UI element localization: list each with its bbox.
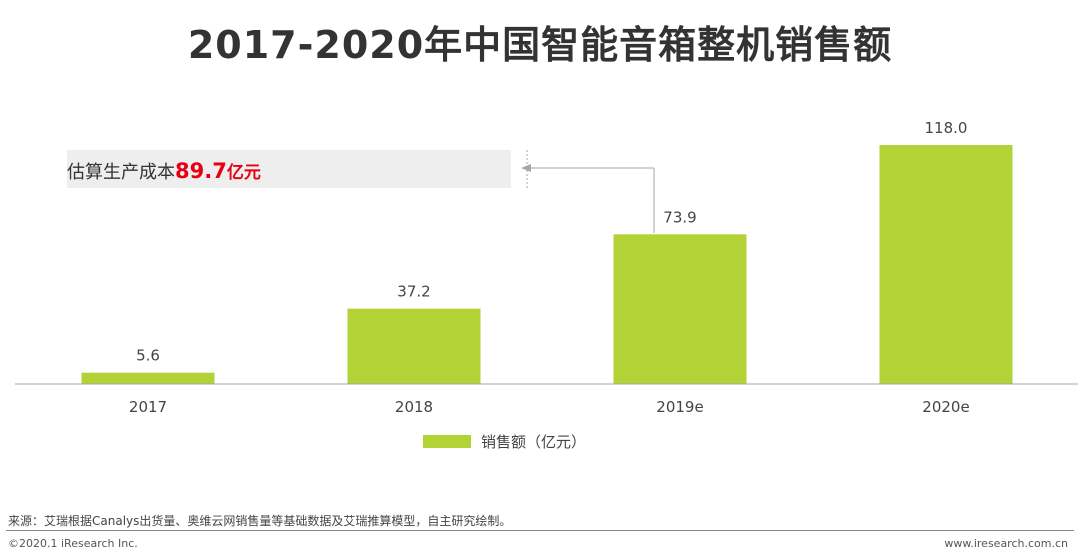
bar-2020e <box>879 145 1013 384</box>
x-tick-2019e: 2019e <box>656 398 703 416</box>
website-link: www.iresearch.com.cn <box>944 537 1068 550</box>
data-labels: 5.6 37.2 73.9 118.0 <box>136 119 967 365</box>
bar-2018 <box>347 308 481 384</box>
data-label-2018: 37.2 <box>397 283 430 301</box>
cost-annotation-box: 估算生产成本89.7亿元 <box>67 150 511 188</box>
source-note: 来源：艾瑞根据Canalys出货量、奥维云网销售量等基础数据及艾瑞推算模型，自主… <box>8 514 512 528</box>
copyright: ©2020.1 iResearch Inc. <box>8 537 138 550</box>
bar-2019e <box>613 234 747 384</box>
x-tick-labels: 2017 2018 2019e 2020e <box>129 398 970 416</box>
bar-chart: 2017 2018 2019e 2020e 5.6 37.2 73.9 118.0 <box>15 119 1078 416</box>
cost-annotation-unit: 亿元 <box>226 163 261 183</box>
data-label-2020e: 118.0 <box>925 119 968 137</box>
x-tick-2018: 2018 <box>395 398 433 416</box>
x-tick-2017: 2017 <box>129 398 167 416</box>
cost-annotation-value: 89.7 <box>175 159 227 183</box>
data-label-2019e: 73.9 <box>663 208 696 226</box>
cost-annotation-label: 估算生产成本 <box>67 162 175 183</box>
chart-title: 2017-2020年中国智能音箱整机销售额 <box>187 23 893 67</box>
legend-label: 销售额（亿元） <box>481 432 587 451</box>
annotation-connector <box>521 150 655 233</box>
bar-2017 <box>81 372 215 384</box>
cost-annotation-text: 估算生产成本89.7亿元 <box>67 158 261 184</box>
bars-group <box>81 145 1013 384</box>
data-label-2017: 5.6 <box>136 347 160 365</box>
footer-divider <box>6 530 1074 531</box>
x-tick-2020e: 2020e <box>922 398 969 416</box>
legend-swatch <box>423 434 471 448</box>
legend: 销售额（亿元） <box>423 430 586 452</box>
